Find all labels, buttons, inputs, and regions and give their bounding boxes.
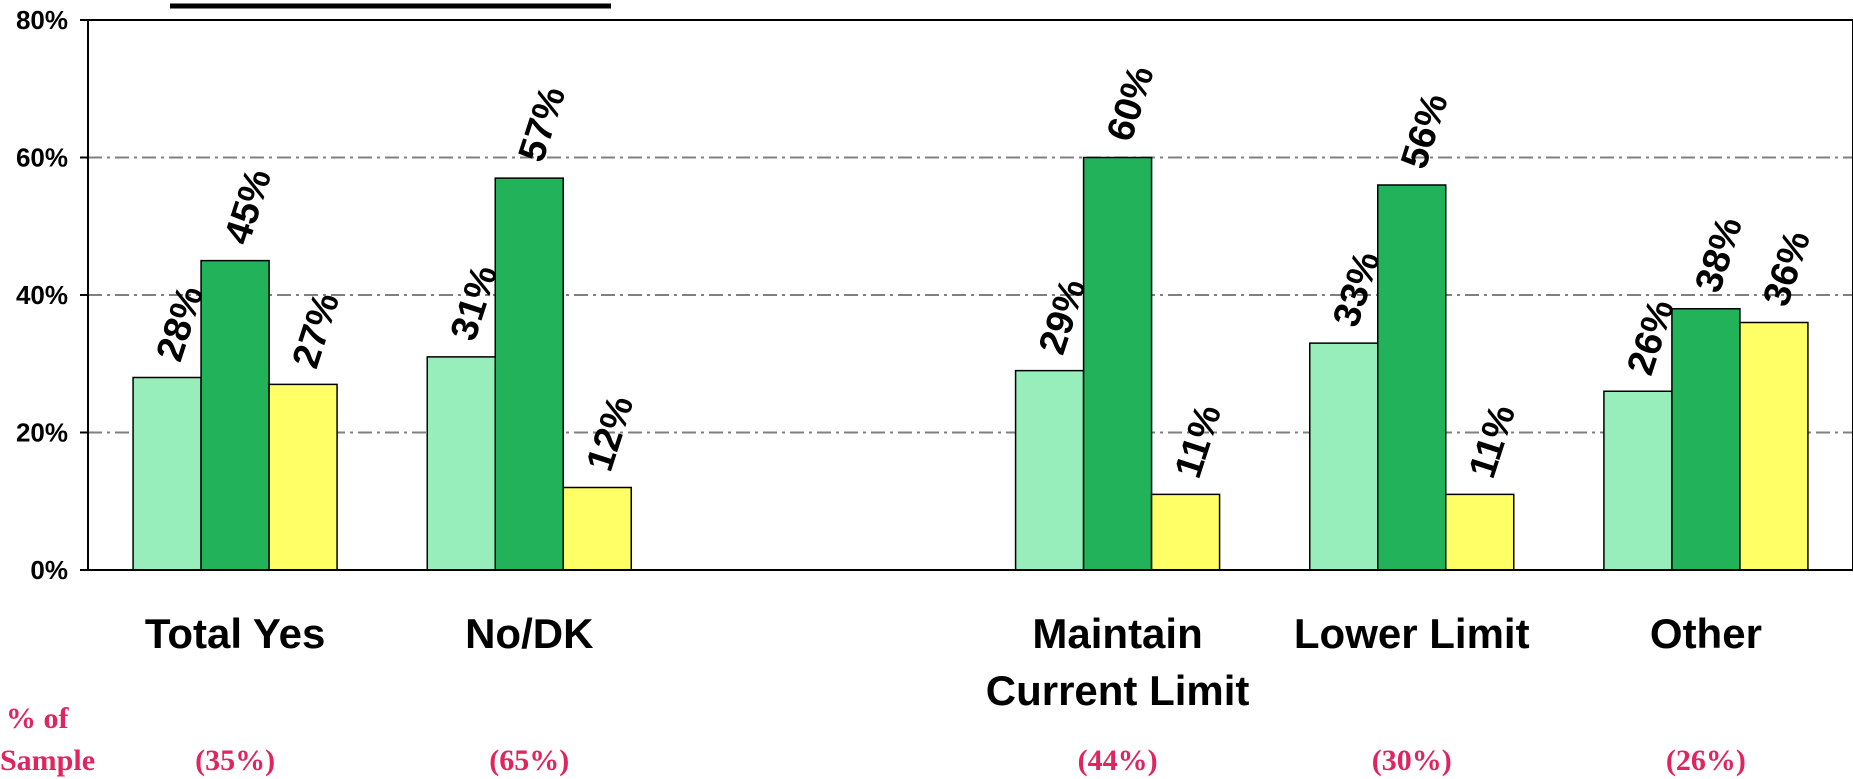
bar <box>494 177 564 571</box>
gridlines <box>88 156 1853 434</box>
data-label: 38% <box>1688 212 1751 297</box>
data-label: 45% <box>217 164 280 249</box>
category-labels: Total Yes No/DK Maintain Current Limit Lower… <box>145 610 1762 714</box>
data-label: 36% <box>1756 226 1819 311</box>
bar <box>562 486 632 571</box>
bar <box>1150 493 1221 571</box>
bar <box>1739 321 1809 571</box>
sample-value: (30%) <box>1372 744 1452 777</box>
bar <box>1603 390 1673 571</box>
bar <box>1671 308 1741 571</box>
bar <box>1377 184 1447 571</box>
y-tick-label: 20% <box>16 418 68 448</box>
bar <box>426 356 496 571</box>
data-label: 56% <box>1393 88 1456 173</box>
data-label: 12% <box>579 391 642 476</box>
sample-value: (44%) <box>1078 744 1158 777</box>
category-label: Other <box>1650 610 1762 657</box>
sample-label: % of <box>6 702 70 735</box>
bar <box>200 259 270 571</box>
y-tick-label: 40% <box>16 280 68 310</box>
bar <box>132 376 202 571</box>
y-tick-label: 80% <box>16 5 68 35</box>
y-axis-ticks: 0% 20% 40% 60% 80% <box>16 5 88 585</box>
category-label: Maintain <box>1032 610 1202 657</box>
bar <box>1082 156 1153 571</box>
data-label: 27% <box>285 288 348 373</box>
category-label: Lower Limit <box>1294 610 1530 657</box>
sample-value: (65%) <box>489 744 569 777</box>
bar <box>268 383 338 571</box>
y-tick-label: 60% <box>16 143 68 173</box>
bar <box>1445 493 1515 571</box>
category-label: Total Yes <box>145 610 326 657</box>
data-labels: 28%45%27% 31%57%12%29%60%11%33%56%11%26%3… <box>149 61 1819 483</box>
bar <box>1014 369 1085 571</box>
category-label: No/DK <box>465 610 593 657</box>
bar <box>1309 342 1379 571</box>
category-label: Current Limit <box>986 667 1250 714</box>
data-label: 11% <box>1461 400 1524 483</box>
sample-value: (26%) <box>1666 744 1746 777</box>
data-label: 11% <box>1167 400 1230 483</box>
data-label: 60% <box>1099 61 1162 146</box>
y-tick-label: 0% <box>30 555 68 585</box>
sample-row: (35%) (65%) (44%) (30%) (26%) % of Sample <box>0 702 1746 777</box>
bars <box>132 156 1809 571</box>
sample-value: (35%) <box>195 744 275 777</box>
data-label: 57% <box>511 82 574 167</box>
sample-label: Sample <box>0 744 95 777</box>
